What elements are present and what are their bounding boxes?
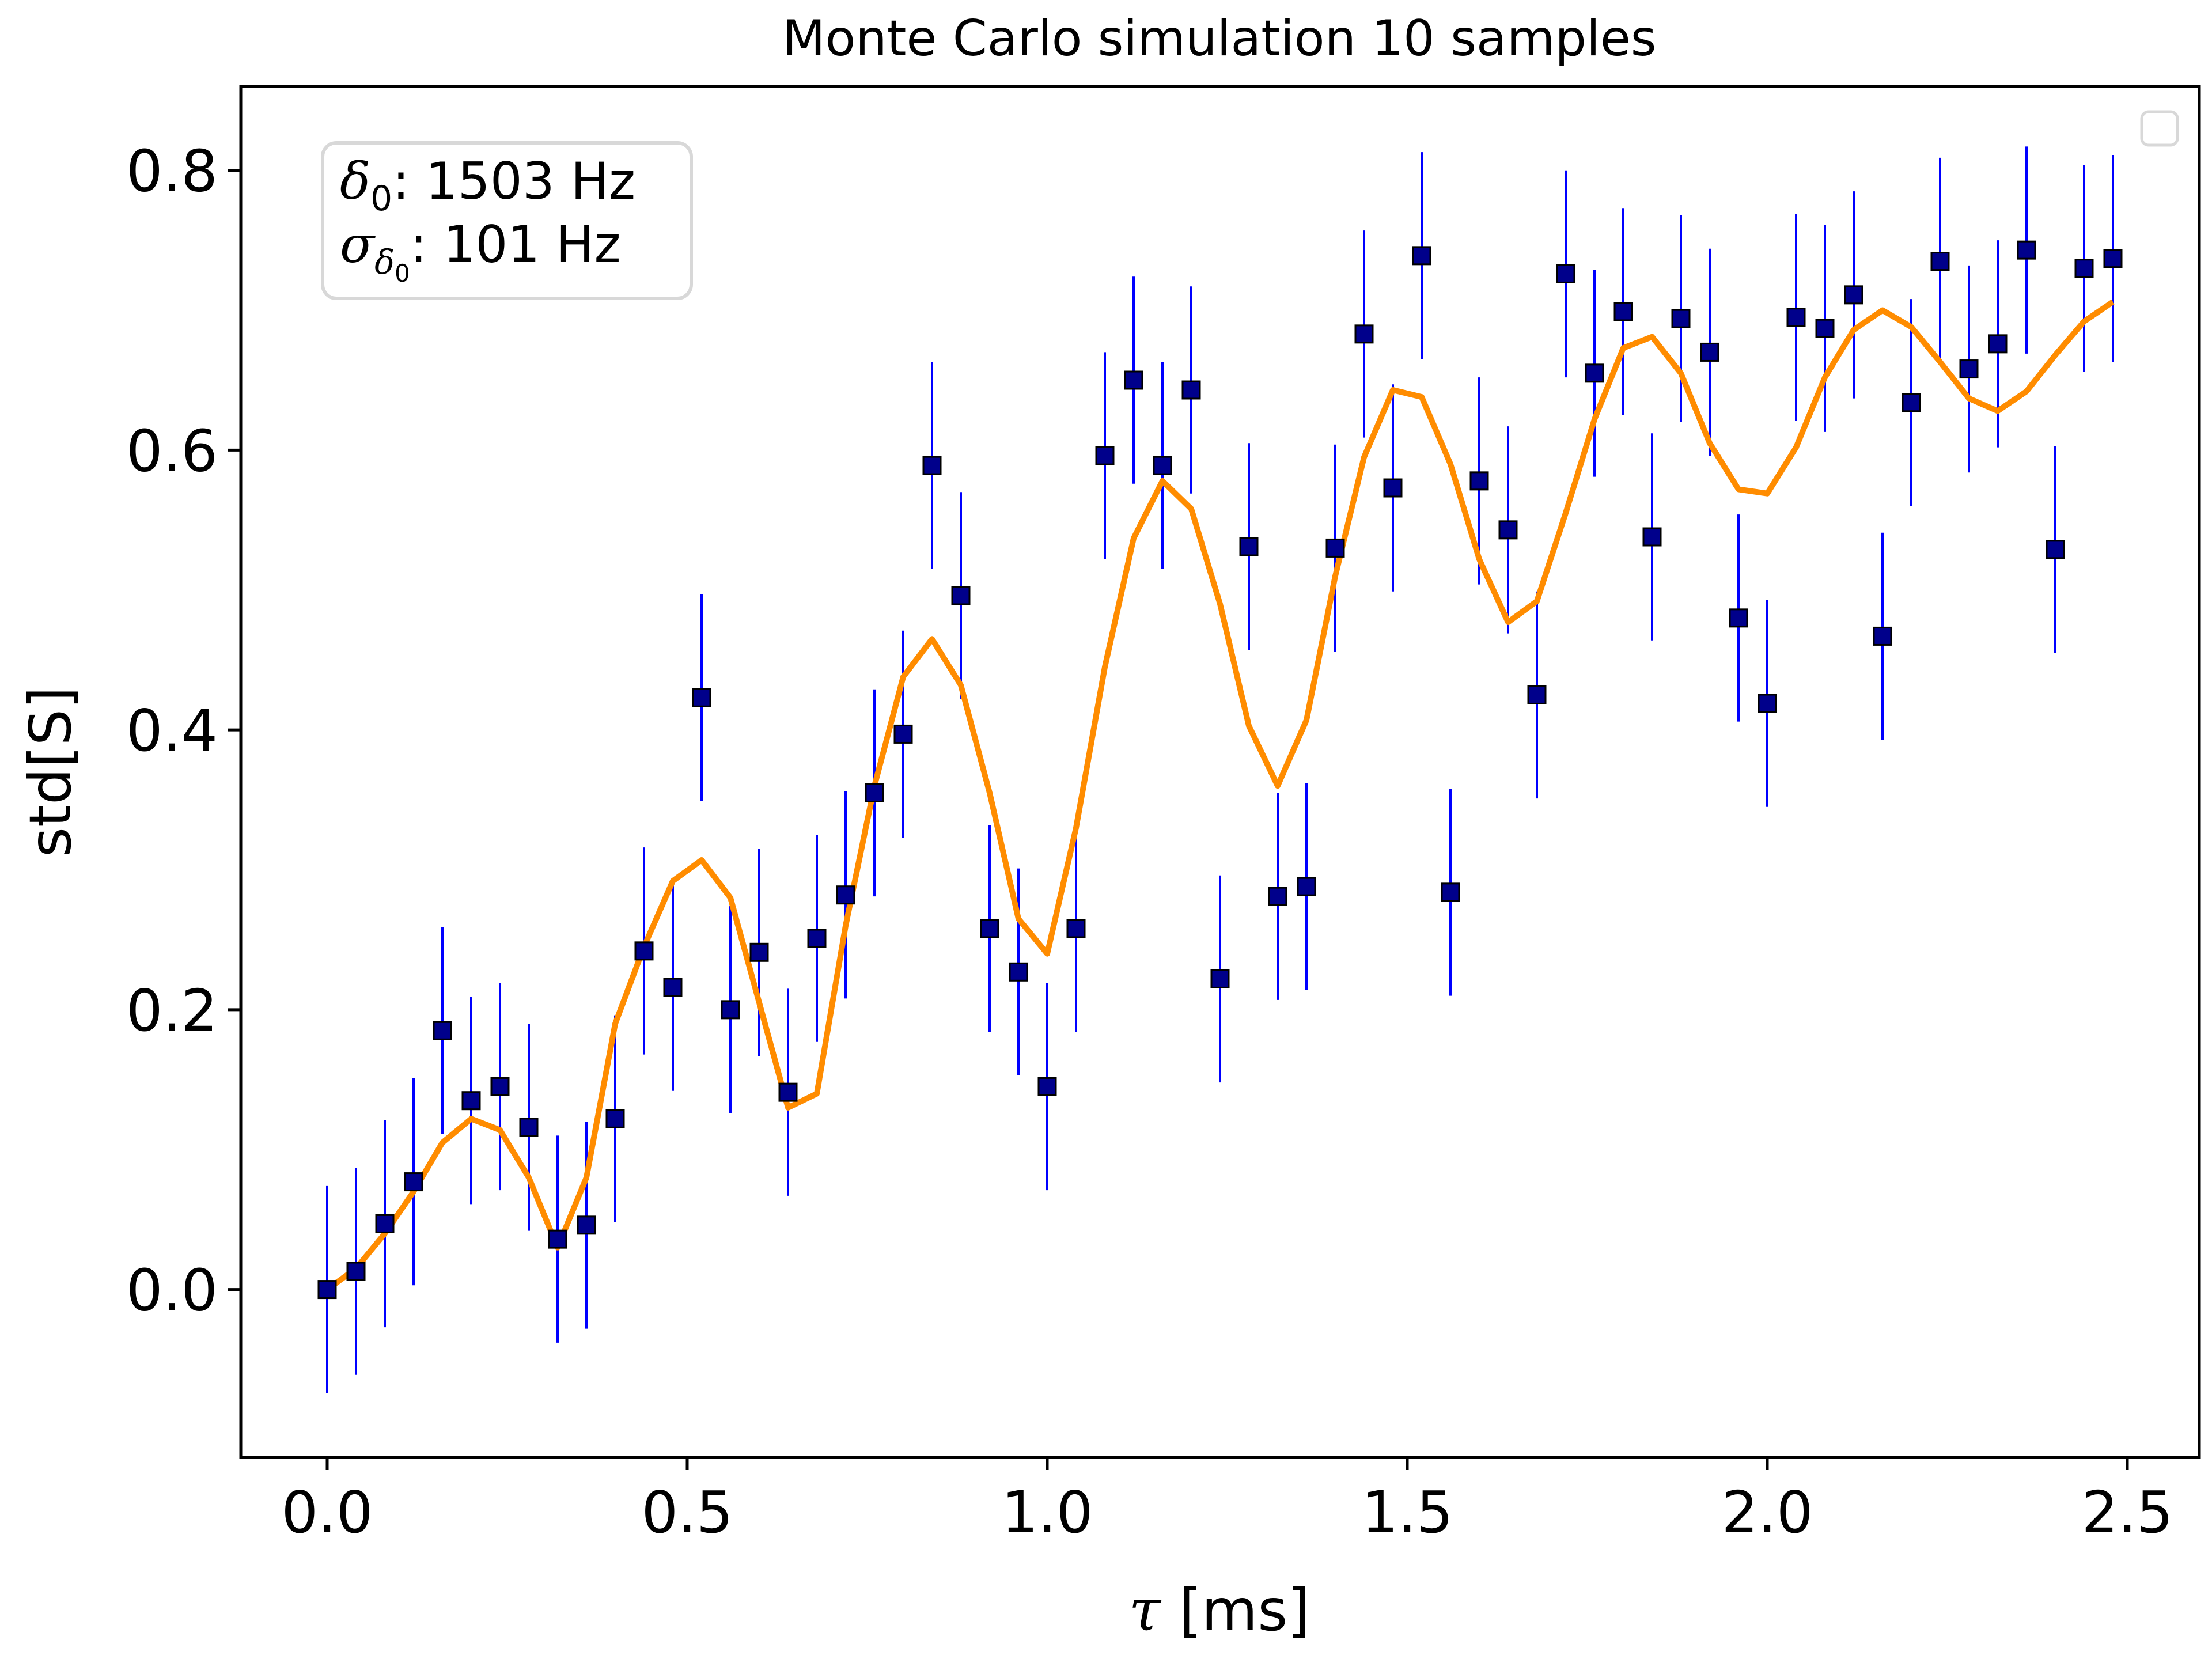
- data-point: [1959, 359, 1979, 379]
- data-point: [1671, 309, 1691, 328]
- data-point: [1383, 478, 1403, 498]
- x-axis-label: τ [ms]: [1129, 1577, 1310, 1644]
- x-tick-label: 2.0: [1721, 1479, 1813, 1546]
- annotation-delta-symbol: δ: [340, 151, 370, 211]
- data-point: [778, 1082, 798, 1102]
- annotation-sigma-subscript: δ: [374, 243, 395, 282]
- data-point: [2017, 240, 2036, 260]
- data-point: [433, 1021, 452, 1040]
- data-point: [2074, 259, 2094, 278]
- x-tick-label: 1.5: [1361, 1479, 1453, 1546]
- annotation-sigma-value: : 101 Hz: [410, 215, 621, 274]
- data-point: [1902, 393, 1921, 412]
- x-tick-label: 0.0: [281, 1479, 373, 1546]
- data-point: [951, 586, 971, 605]
- data-point: [1268, 887, 1287, 906]
- data-point: [1498, 520, 1518, 540]
- fit-line: [325, 299, 2115, 1292]
- data-point: [1613, 302, 1633, 321]
- data-point: [1527, 685, 1547, 704]
- x-tick-label: 2.5: [2081, 1479, 2173, 1546]
- data-point: [1239, 537, 1259, 556]
- data-point: [1009, 962, 1028, 982]
- y-tick-label: 0.0: [126, 1257, 218, 1324]
- annotation-box: δ0: 1503 Hz σδ0: 101 Hz: [321, 141, 693, 300]
- data-point: [1181, 380, 1201, 400]
- data-point: [519, 1118, 539, 1137]
- data-point: [490, 1077, 510, 1096]
- data-point: [1930, 252, 1950, 271]
- data-point: [1095, 446, 1115, 465]
- x-tick-label: 0.5: [641, 1479, 733, 1546]
- data-point: [749, 942, 769, 962]
- legend-box: [2140, 110, 2179, 147]
- data-point: [922, 456, 942, 475]
- data-point: [692, 688, 711, 707]
- data-point: [1844, 285, 1863, 305]
- annotation-delta-subscript: 0: [370, 179, 392, 219]
- data-point: [1354, 324, 1374, 344]
- data-point: [1066, 919, 1086, 938]
- data-point: [1412, 246, 1431, 266]
- data-point: [346, 1262, 366, 1281]
- data-point: [721, 1000, 740, 1020]
- data-point: [836, 885, 855, 905]
- data-point: [980, 919, 999, 938]
- data-point: [2046, 540, 2065, 559]
- data-point: [1124, 370, 1143, 390]
- data-point: [893, 724, 913, 744]
- data-point: [375, 1214, 395, 1233]
- y-axis-label: std[S]: [17, 687, 84, 857]
- data-point: [1642, 527, 1662, 547]
- y-tick-label: 0.4: [126, 697, 218, 764]
- y-tick-label: 0.8: [126, 138, 218, 205]
- data-point: [548, 1229, 567, 1249]
- data-point: [605, 1109, 625, 1128]
- data-point: [1585, 363, 1604, 383]
- annotation-sigma-subsubscript: 0: [395, 259, 410, 287]
- data-point: [865, 783, 884, 802]
- fit-line-layer: [325, 299, 2115, 1292]
- data-point: [1037, 1077, 1057, 1096]
- data-point: [1700, 342, 1719, 362]
- data-point: [461, 1091, 481, 1111]
- data-point: [663, 978, 683, 997]
- data-point: [577, 1215, 596, 1235]
- data-point: [1758, 694, 1777, 713]
- data-point: [2103, 249, 2123, 268]
- data-point: [1729, 608, 1748, 628]
- plot-frame: [239, 85, 2201, 1459]
- x-tick-label: 1.0: [1001, 1479, 1093, 1546]
- y-tick-label: 0.6: [126, 417, 218, 484]
- annotation-background: [321, 141, 693, 300]
- data-point: [1441, 882, 1460, 902]
- data-point: [1988, 334, 2008, 354]
- data-point: [1325, 538, 1345, 558]
- x-axis-label-symbol: τ: [1129, 1577, 1162, 1644]
- marker-layer: [317, 240, 2123, 1300]
- x-axis-ticks: 0.0 0.5 1.0 1.5 2.0 2.5: [281, 1457, 2173, 1546]
- data-point: [807, 929, 827, 948]
- annotation-line-1: δ0: 1503 Hz: [340, 151, 635, 219]
- annotation-sigma-symbol: σ: [340, 215, 376, 274]
- data-point: [1153, 456, 1172, 475]
- data-point: [1556, 264, 1575, 283]
- data-point: [1873, 626, 1892, 646]
- x-axis-label-unit: [ms]: [1179, 1577, 1310, 1644]
- data-point: [404, 1172, 423, 1192]
- data-point: [1469, 471, 1489, 491]
- annotation-line-2: σδ0: 101 Hz: [340, 215, 621, 287]
- annotation-delta-value: : 1503 Hz: [392, 151, 635, 211]
- data-point: [1210, 969, 1230, 988]
- data-point: [1786, 308, 1806, 327]
- y-axis-ticks: 0.0 0.2 0.4 0.6 0.8: [126, 138, 241, 1324]
- data-point: [1815, 319, 1835, 338]
- data-point: [634, 941, 654, 961]
- chart-title: Monte Carlo simulation 10 samples: [782, 10, 1656, 67]
- y-tick-label: 0.2: [126, 977, 218, 1044]
- data-point: [1297, 877, 1316, 896]
- data-point: [317, 1280, 337, 1300]
